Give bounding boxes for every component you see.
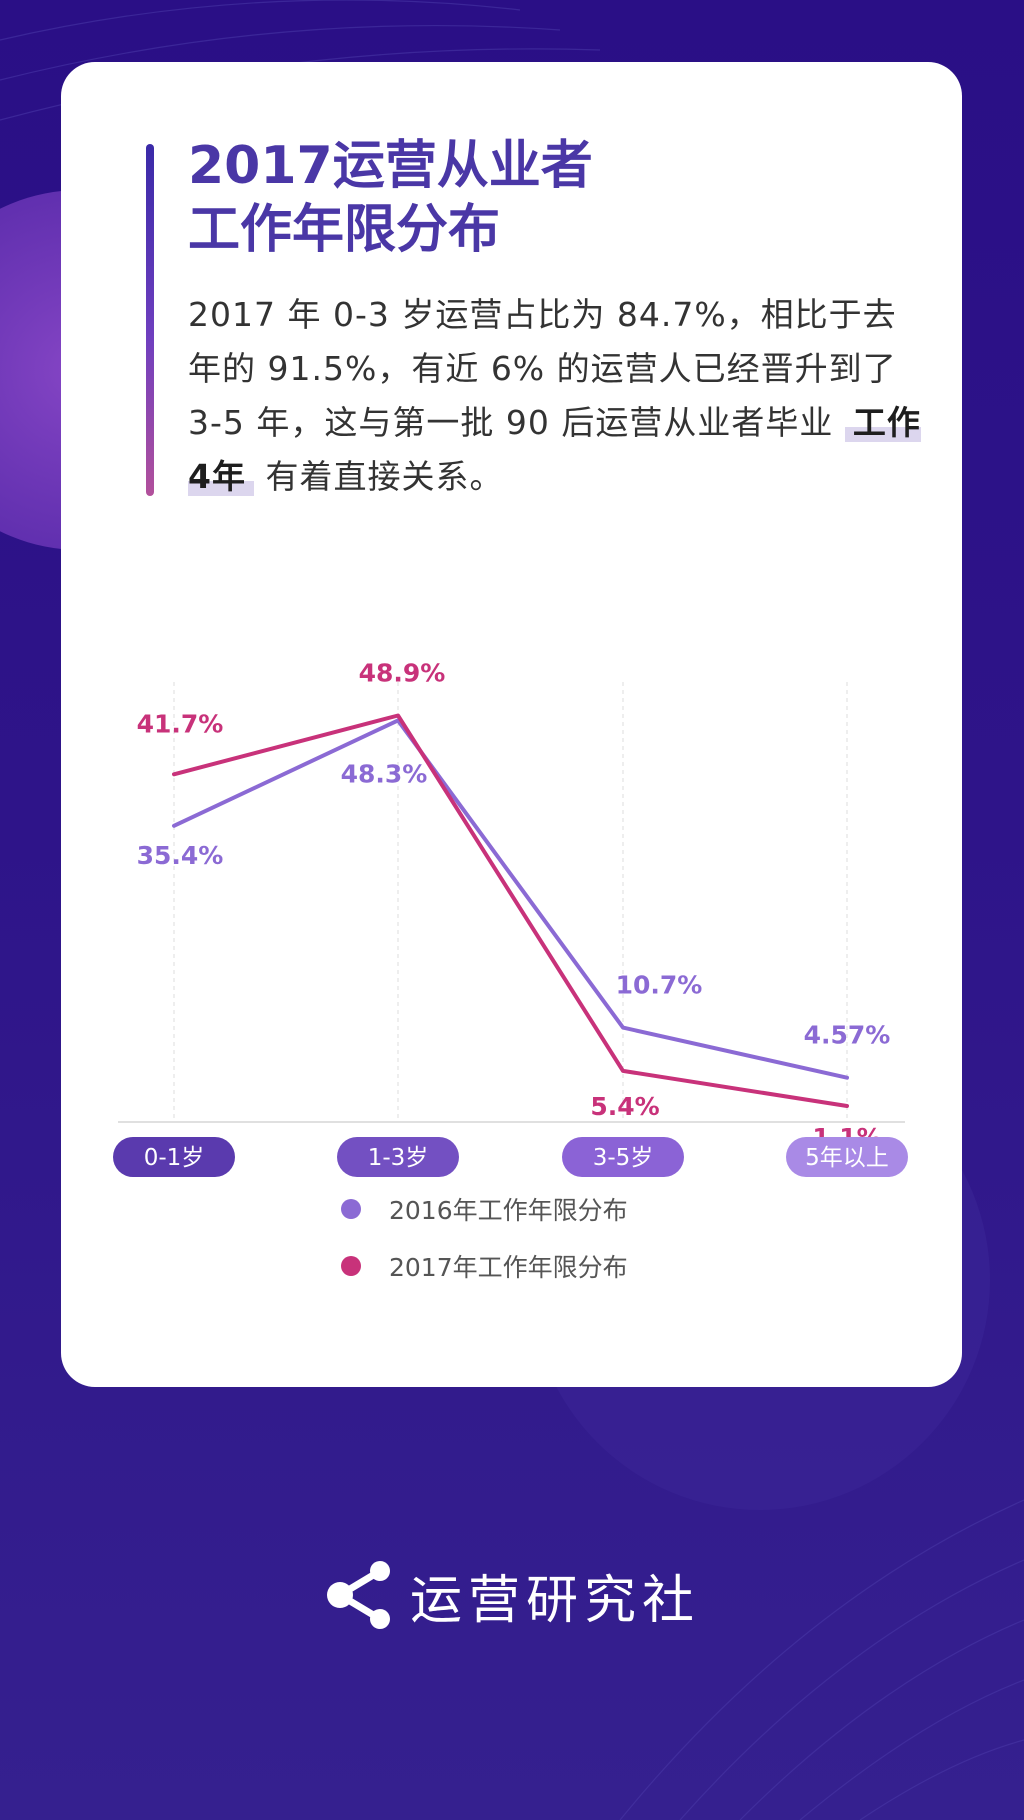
series-line-2016 (172, 718, 849, 1080)
legend-dot-2016 (341, 1198, 361, 1219)
share-icon (326, 1561, 390, 1629)
title-line-2: 工作年限分布 (188, 200, 501, 260)
description-text: 2017 年 0-3 岁运营占比为 84.7%，相比于去年的 91.5%，有近 … (188, 295, 897, 442)
category-pill-1 (337, 1137, 459, 1177)
line-chart: 35.4%48.3%10.7%4.57%41.7%48.9%5.4%1.1%0-… (113, 658, 908, 1177)
category-label-1: 1-3岁 (368, 1145, 429, 1171)
page-title: 2017运营从业者 工作年限分布 (188, 134, 908, 262)
legend-item-2017: 2017年工作年限分布 (341, 1237, 628, 1294)
data-label-2017-2: 5.4% (590, 1092, 659, 1121)
data-label-2016-0: 35.4% (137, 841, 224, 870)
chart-legend: 2016年工作年限分布 2017年工作年限分布 (341, 1180, 628, 1294)
category-pill-3 (786, 1137, 908, 1177)
category-pill-0 (113, 1137, 235, 1177)
series-line-2017 (172, 713, 849, 1108)
category-label-2: 3-5岁 (593, 1145, 654, 1171)
legend-dot-2017 (341, 1255, 361, 1276)
data-label-2016-1: 48.3% (341, 759, 428, 788)
data-label-2017-0: 41.7% (137, 709, 224, 738)
data-label-2016-2: 10.7% (616, 971, 703, 1000)
category-pill-2 (562, 1137, 684, 1177)
accent-bar (146, 144, 154, 496)
data-label-2017-1: 48.9% (359, 658, 446, 687)
brand-name: 运营研究社 (409, 1570, 700, 1631)
category-label-3: 5年以上 (805, 1145, 889, 1171)
content-card: 2017运营从业者 工作年限分布 2017 年 0-3 岁运营占比为 84.7%… (61, 62, 962, 1387)
description-text-end: 有着直接关系。 (265, 457, 504, 496)
legend-item-2016: 2016年工作年限分布 (341, 1180, 628, 1237)
category-label-0: 0-1岁 (144, 1145, 205, 1171)
title-line-1: 2017运营从业者 (188, 136, 593, 196)
legend-label-2016: 2016年工作年限分布 (389, 1195, 628, 1225)
legend-label-2017: 2017年工作年限分布 (389, 1252, 628, 1282)
description: 2017 年 0-3 岁运营占比为 84.7%，相比于去年的 91.5%，有近 … (188, 288, 928, 504)
data-label-2016-3: 4.57% (804, 1021, 891, 1050)
brand-footer: 运营研究社 (0, 1555, 1024, 1635)
